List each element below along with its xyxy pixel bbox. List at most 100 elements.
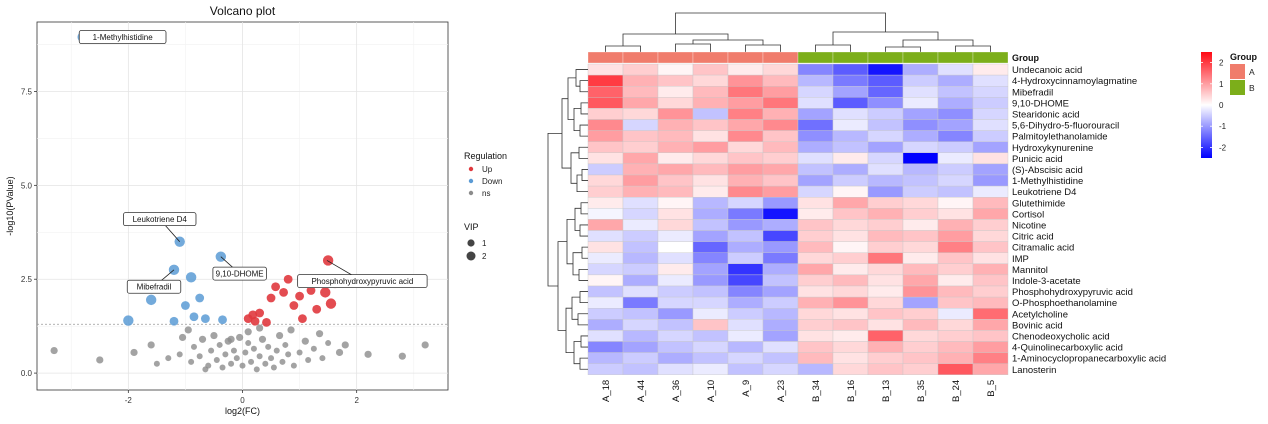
heatmap-cell	[972, 97, 1009, 109]
point-ns	[198, 335, 207, 343]
heatmap-cell	[797, 230, 834, 242]
heatmap-cell	[587, 230, 624, 242]
heatmap-cell	[587, 341, 624, 353]
heatmap-cell	[937, 308, 974, 320]
column-label: A_10	[706, 380, 717, 402]
heatmap-cell	[692, 141, 729, 153]
heatmap-cell	[972, 108, 1009, 120]
heatmap-cell	[727, 130, 764, 142]
point-ns	[341, 341, 349, 349]
row-dendrogram-branch	[565, 307, 574, 354]
heatmap-cell	[832, 63, 869, 76]
heatmap-cell	[972, 341, 1009, 353]
heatmap-cell	[622, 363, 659, 376]
heatmap-cell	[657, 230, 694, 242]
heatmap-cell	[587, 174, 624, 187]
heatmap-cell	[587, 363, 624, 376]
row-dendrogram-branch	[580, 335, 588, 348]
heatmap-cell	[832, 363, 869, 376]
legend-regulation-label: ns	[482, 189, 490, 198]
column-dendrogram-branch	[675, 43, 711, 52]
point-ns	[178, 333, 187, 342]
heatmap-cell	[762, 285, 799, 298]
heatmap-cell	[622, 352, 659, 364]
heatmap-cell	[727, 319, 764, 331]
heatmap-cell	[692, 174, 729, 187]
heatmap-cell	[692, 352, 729, 364]
point-down	[145, 294, 157, 306]
heatmap-cell	[832, 141, 869, 153]
group-legend-title: Group	[1230, 52, 1257, 62]
legend-vip-swatch	[466, 251, 476, 261]
label-box	[212, 266, 267, 281]
heatmap-cell	[972, 141, 1009, 153]
heatmap-cell	[657, 208, 694, 220]
heatmap-cell	[762, 74, 799, 87]
heatmap-cell	[937, 241, 974, 253]
color-scale-bar	[1201, 52, 1212, 158]
label-box	[297, 274, 428, 289]
row-dendrogram-branch	[572, 252, 582, 276]
heatmap-cell	[972, 274, 1009, 287]
heatmap-cell	[972, 308, 1009, 320]
heatmap-cell	[797, 85, 834, 98]
heatmap-cell	[867, 241, 904, 253]
heatmap-cell	[902, 141, 939, 153]
heatmap-cell	[902, 97, 939, 109]
row-label: 4-Quinolinecarboxylic acid	[1012, 343, 1123, 354]
column-dendrogram-branch	[745, 44, 781, 52]
heatmap-cell	[797, 141, 834, 153]
heatmap-cell	[762, 319, 799, 331]
point-ns	[290, 362, 297, 369]
heatmap-cell	[587, 163, 624, 176]
heatmap-cell	[937, 63, 974, 76]
point-ns	[239, 362, 246, 369]
heatmap-cell	[762, 108, 799, 120]
point-ns	[227, 335, 235, 343]
heatmap-cell	[657, 263, 694, 276]
group-annotation-cell	[762, 51, 799, 64]
heatmap-cell	[692, 108, 729, 120]
row-label: (S)-Abscisic acid	[1012, 165, 1083, 176]
row-dendrogram-branch	[575, 69, 588, 87]
point-ns	[50, 346, 58, 355]
heatmap-cell	[867, 219, 904, 231]
column-dendrogram-branch	[885, 46, 921, 52]
heatmap-cell	[797, 274, 834, 287]
heatmap-cell	[727, 85, 764, 98]
heatmap-cell	[902, 219, 939, 231]
heatmap-cell	[832, 174, 869, 187]
heatmap-cell	[972, 185, 1009, 198]
heatmap-cell	[972, 74, 1009, 87]
color-scale-label: 0	[1219, 101, 1224, 110]
point-ns	[301, 337, 309, 345]
heatmap-cell	[937, 85, 974, 98]
column-label: B_13	[881, 380, 892, 402]
group-annotation-cell	[587, 51, 624, 64]
heatmap-cell	[727, 230, 764, 242]
heatmap-cell	[657, 174, 694, 187]
heatmap-cell	[832, 185, 869, 198]
heatmap-cell	[797, 208, 834, 220]
group-annotation-cell	[832, 51, 869, 64]
row-dendrogram-branch	[576, 174, 588, 193]
heatmap-cell	[937, 285, 974, 298]
heatmap-cell	[762, 363, 799, 376]
heatmap-cell	[902, 208, 939, 220]
point-ns	[258, 335, 267, 343]
point-ns	[216, 341, 223, 348]
heatmap-cell	[692, 274, 729, 287]
row-label: Indole-3-acetate	[1012, 276, 1081, 287]
heatmap-cell	[762, 85, 799, 98]
row-dendrogram-branch	[580, 102, 588, 115]
heatmap-cell	[867, 341, 904, 353]
heatmap-cell	[762, 308, 799, 320]
heatmap-cell	[832, 330, 869, 342]
column-label: A_23	[776, 380, 787, 402]
point-down	[169, 316, 179, 326]
heatmap-cell	[587, 352, 624, 364]
legend-vip-swatch	[467, 239, 475, 247]
row-label: Mannitol	[1012, 265, 1048, 276]
heatmap-cell	[902, 330, 939, 342]
heatmap-cell	[937, 230, 974, 242]
